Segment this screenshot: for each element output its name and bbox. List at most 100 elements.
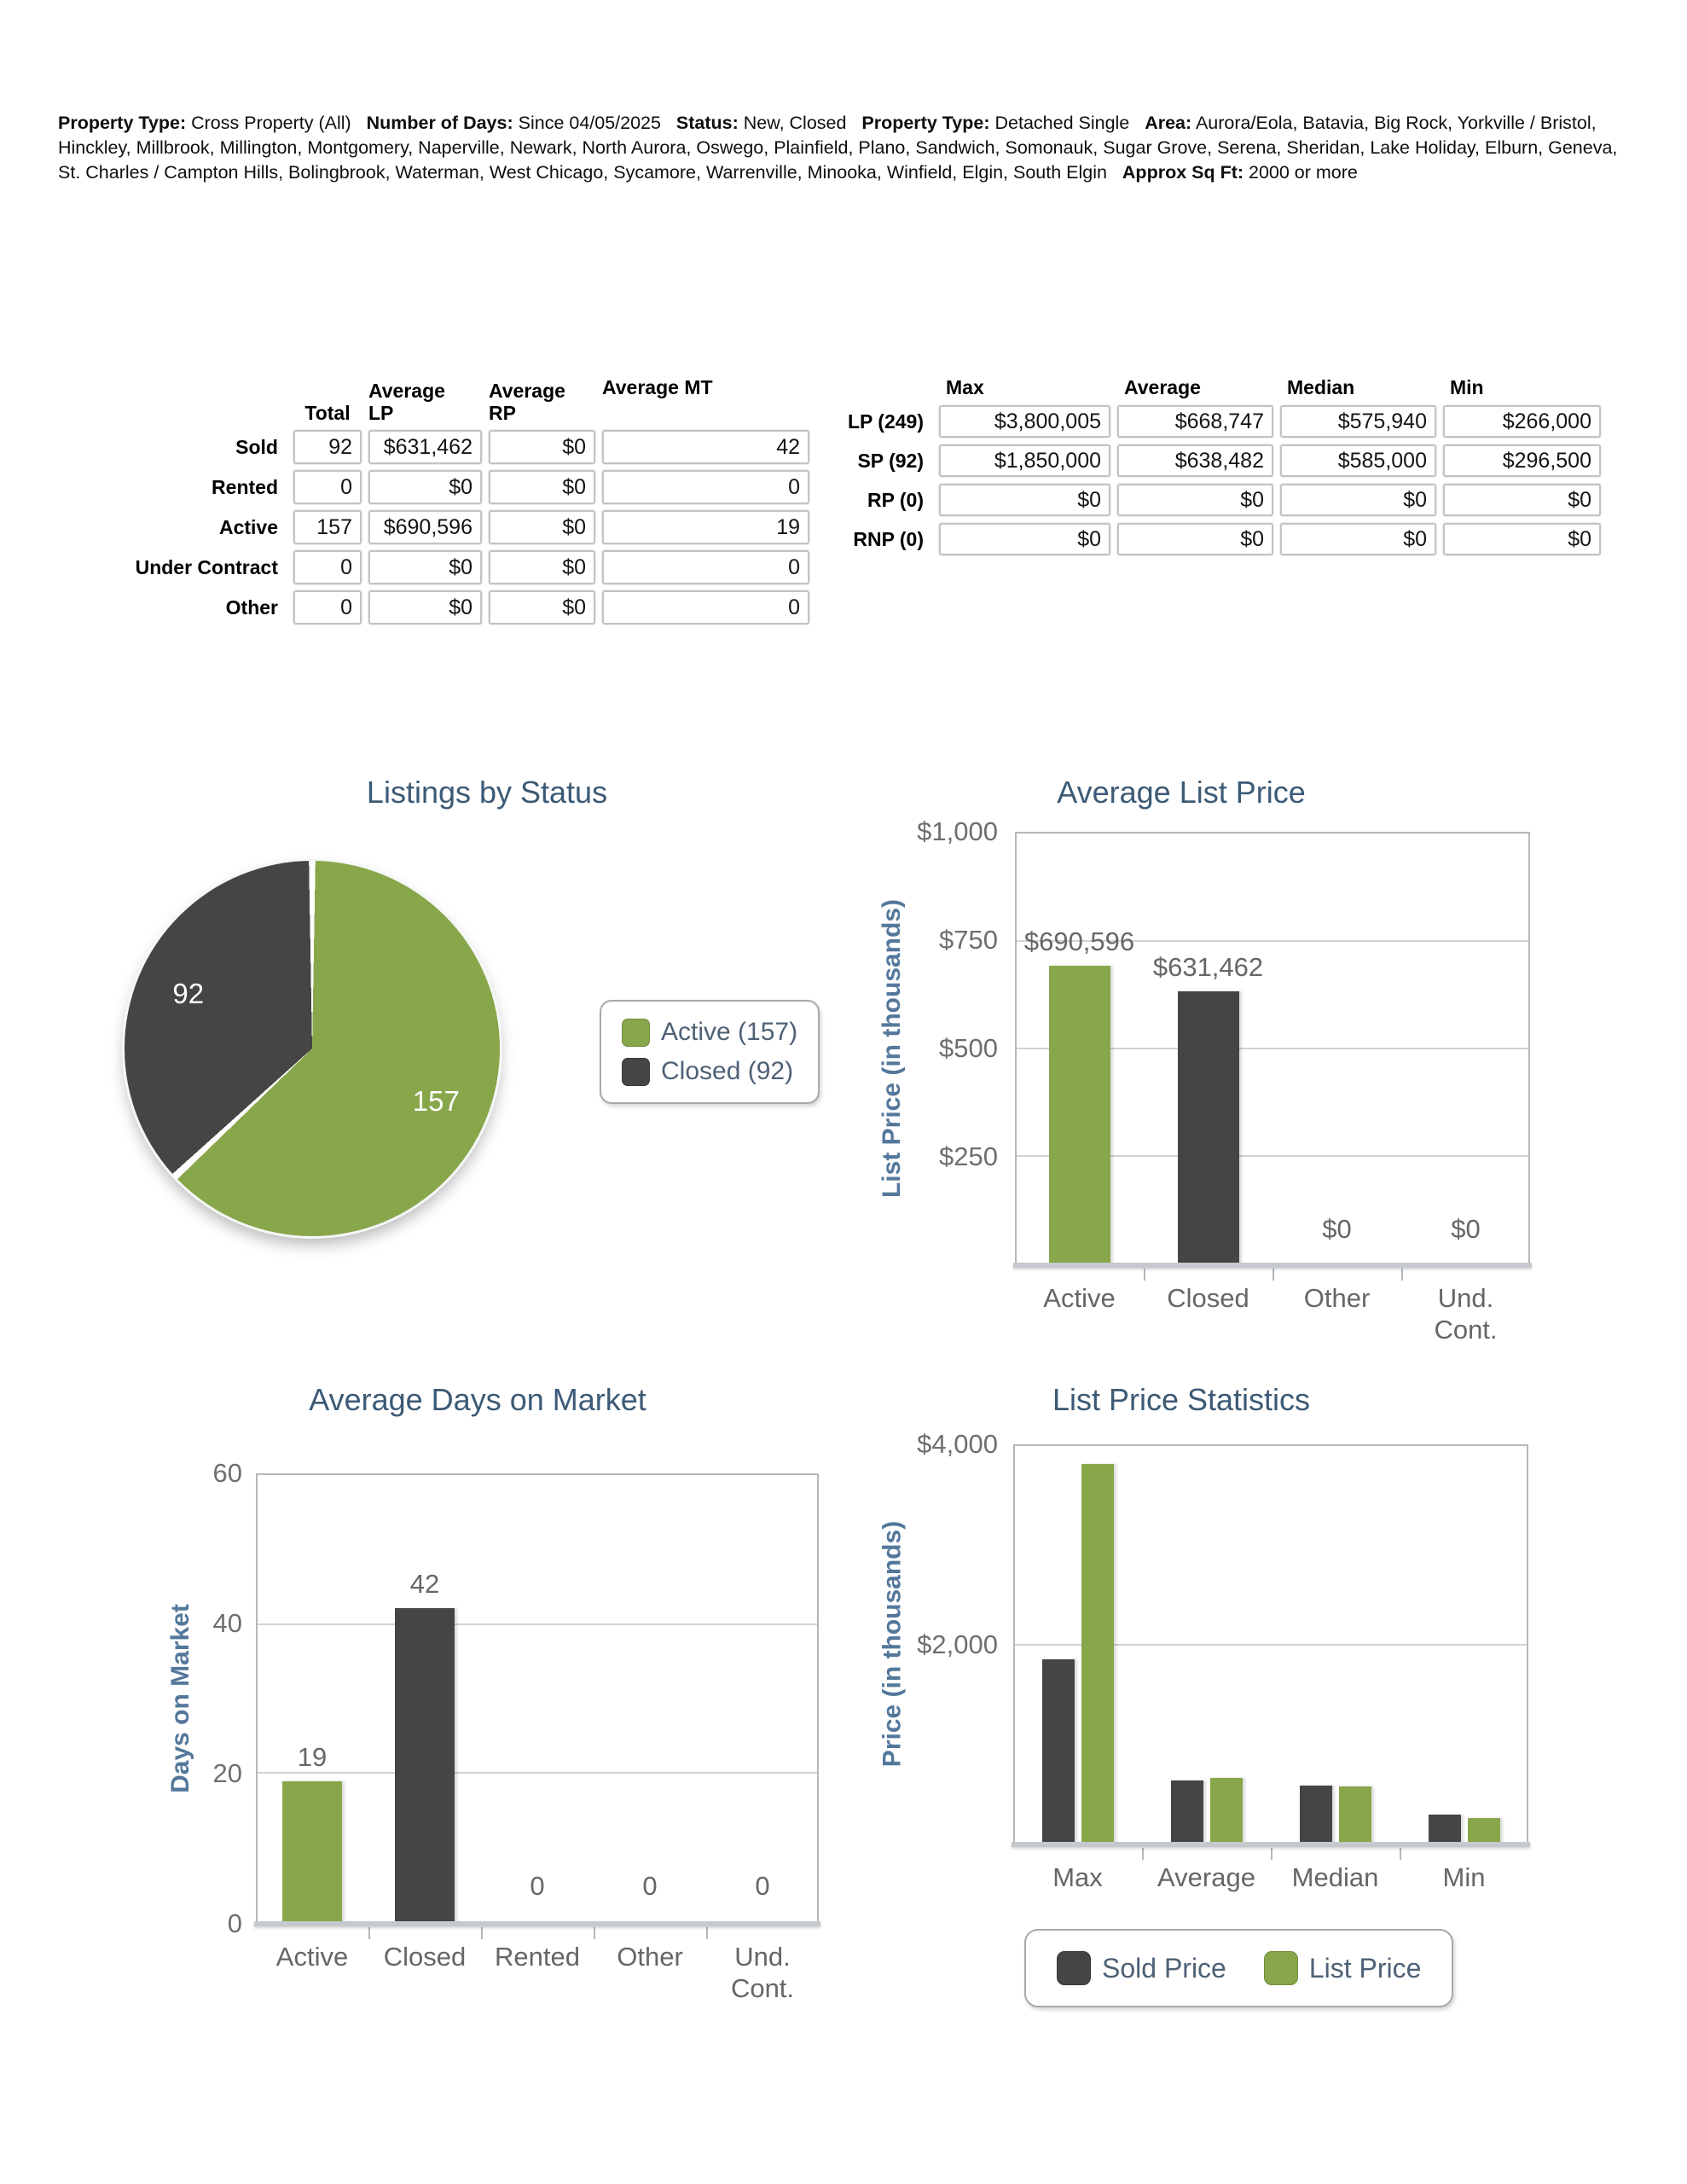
price-statistics-table: Max Average Median Min LP (249) $3,800,005 $66…	[810, 376, 1601, 555]
bar-value-label: 0	[755, 1871, 770, 1901]
category-label: Closed	[1167, 1283, 1249, 1313]
criteria-value: 2000 or more	[1244, 162, 1358, 183]
category-label: Max	[1052, 1862, 1103, 1892]
criteria-value: Since 04/05/2025	[513, 113, 676, 133]
gridline	[258, 1772, 817, 1774]
criteria-label: Approx Sq Ft:	[1122, 162, 1244, 183]
legend-item: Closed (92)	[622, 1057, 797, 1086]
table-cell: $0	[368, 590, 482, 624]
y-tick-label: $4,000	[917, 1429, 998, 1459]
criteria-label: Property Type:	[58, 113, 187, 133]
x-axis-strip	[1012, 1842, 1530, 1847]
column-header-label: Average MT	[602, 376, 713, 398]
legend-item: Sold Price	[1057, 1951, 1226, 1985]
gridline	[1015, 1643, 1527, 1646]
x-axis-strip	[1013, 1263, 1532, 1268]
chart-title-listings-by-status: Listings by Status	[366, 775, 608, 810]
category-tick	[1142, 1848, 1144, 1860]
y-tick-label: $2,000	[917, 1629, 998, 1659]
legend-label: List Price	[1308, 1952, 1422, 1984]
column-header: Min	[1443, 376, 1601, 398]
category-label: Other	[617, 1942, 683, 1972]
pie-legend: Active (157) Closed (92)	[600, 1000, 820, 1104]
bar	[1042, 1659, 1075, 1844]
table-cell: $0	[939, 523, 1110, 555]
bar-value-label: $0	[1451, 1214, 1481, 1244]
legend-label: Sold Price	[1102, 1952, 1226, 1984]
category-label: Min	[1442, 1862, 1486, 1892]
pie-slice-label: 92	[172, 977, 205, 1009]
criteria-value: Aurora/Eola, Batavia, Big Rock, Yorkvill…	[58, 113, 1623, 183]
table-cell: $0	[1117, 484, 1273, 516]
table-cell: $3,800,005	[939, 405, 1110, 438]
column-header-label: Min	[1450, 376, 1484, 398]
criteria-label: Number of Days:	[366, 113, 513, 133]
table-cell: $0	[1443, 484, 1601, 516]
row-label: SP (92)	[857, 449, 924, 472]
criteria-label: Property Type:	[861, 113, 990, 133]
category-tick	[1400, 1848, 1401, 1860]
pie-slice-label: 157	[412, 1085, 460, 1118]
bar	[1081, 1464, 1114, 1844]
legend-label: Active (157)	[661, 1018, 798, 1046]
bar-value-label: $631,462	[1152, 952, 1264, 982]
y-tick-label: $500	[939, 1033, 998, 1063]
y-tick-label: 40	[212, 1608, 242, 1638]
bar	[1171, 1780, 1203, 1844]
y-tick-label: 0	[227, 1908, 242, 1938]
legend-label: Closed (92)	[661, 1057, 794, 1085]
row-label: RP (0)	[867, 488, 924, 511]
category-tick	[1272, 1269, 1274, 1281]
category-label: Other	[1303, 1283, 1371, 1313]
table-cell: $0	[1443, 523, 1601, 555]
column-header-label: Average RP	[489, 380, 565, 424]
bar	[395, 1608, 455, 1924]
bar-value-label: 42	[409, 1569, 440, 1599]
criteria-label: Area:	[1145, 113, 1192, 133]
column-header-label: Median	[1287, 376, 1355, 398]
category-tick	[1401, 1269, 1403, 1281]
bar	[1468, 1818, 1500, 1844]
table-corner	[94, 376, 287, 424]
row-label: Sold	[235, 435, 278, 458]
table-cell: $266,000	[1443, 405, 1601, 438]
column-header: Average LP	[368, 376, 482, 424]
table-cell: $585,000	[1280, 444, 1436, 477]
table-cell: $631,462	[368, 430, 482, 464]
column-header-label: Total	[304, 402, 351, 424]
bar	[1300, 1786, 1332, 1844]
column-header: Average MT	[602, 376, 809, 424]
table-cell: 157	[293, 510, 362, 544]
column-header: Total	[293, 376, 362, 424]
row-label: Active	[218, 515, 278, 538]
y-tick-label: 60	[212, 1458, 242, 1488]
table-corner	[810, 376, 932, 398]
bar	[282, 1781, 342, 1924]
bar	[1429, 1815, 1461, 1844]
table-cell: 0	[602, 590, 809, 624]
pie-chart-listings-by-status	[125, 861, 500, 1236]
legend-swatch	[1057, 1951, 1091, 1985]
category-tick	[594, 1927, 595, 1939]
chart-title-list-price-statistics: List Price Statistics	[1052, 1382, 1311, 1417]
y-tick-label: 20	[212, 1758, 242, 1788]
status-summary-table: Total Average LP Average RP Average MT Sold 9…	[94, 376, 809, 624]
bar-value-label: 0	[642, 1871, 658, 1901]
column-header-label: Max	[946, 376, 984, 398]
table-cell: $638,482	[1117, 444, 1273, 477]
category-label: Median	[1291, 1862, 1379, 1892]
bar	[1049, 966, 1110, 1265]
table-cell: 0	[293, 550, 362, 584]
bar-value-label: 19	[297, 1742, 328, 1772]
legend-item: List Price	[1263, 1951, 1422, 1985]
table-cell: $0	[489, 470, 595, 504]
table-cell: $0	[489, 510, 595, 544]
table-cell: $575,940	[1280, 405, 1436, 438]
y-tick-label: $1,000	[917, 816, 998, 846]
category-label: Closed	[383, 1942, 467, 1972]
category-label: Rented	[495, 1942, 580, 1972]
criteria-value: Cross Property (All)	[186, 113, 367, 133]
y-axis-title-days-on-market: Days on Market	[166, 1604, 194, 1793]
table-cell: 0	[602, 470, 809, 504]
row-label: Other	[225, 595, 278, 619]
